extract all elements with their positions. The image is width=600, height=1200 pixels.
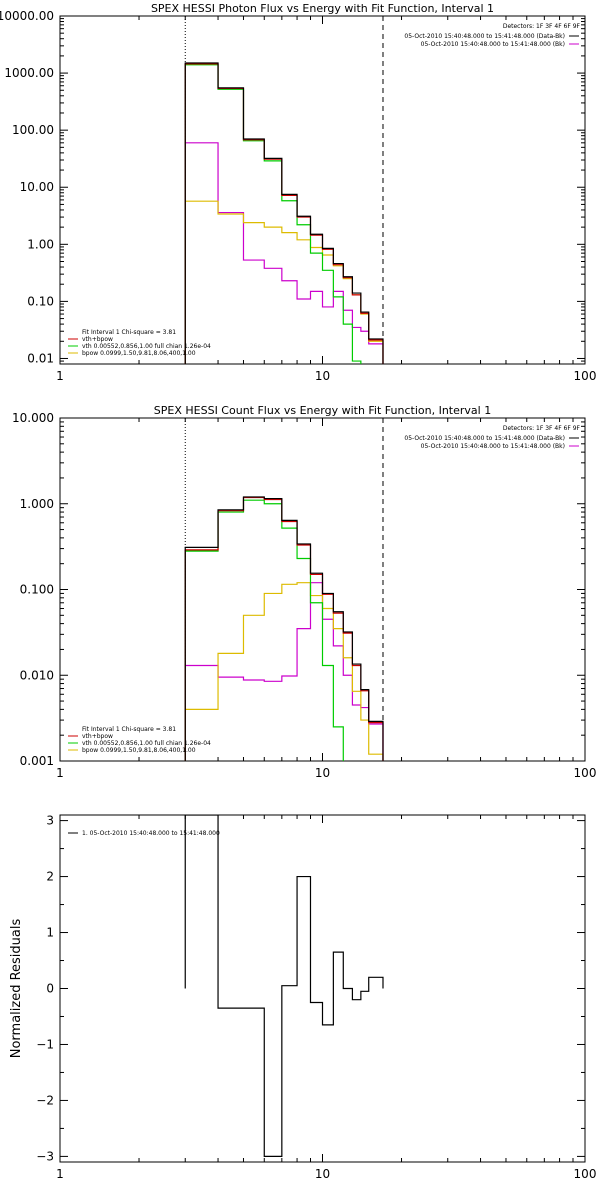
series-bk-histogram: [184, 582, 384, 761]
series-bpow-histogram: [184, 582, 384, 761]
y-tick-label: 10.00: [20, 180, 54, 194]
x-tick-label: 10: [315, 766, 330, 780]
y-tick-label: 1.00: [27, 237, 54, 251]
y-tick-label: −1: [36, 1037, 54, 1051]
legend-time-row: 05-Oct-2010 15:40:48.000 to 15:41:48.000…: [404, 435, 565, 442]
y-tick-label: 3: [46, 814, 54, 828]
x-tick-label: 10: [315, 369, 330, 383]
x-tick-label: 1: [56, 766, 64, 780]
x-tick-label: 100: [574, 766, 597, 780]
series-data-histogram: [184, 62, 384, 364]
fit-legend-row: Fit Interval 1 Chi-square = 3.81: [82, 726, 176, 733]
x-tick-label: 1: [56, 369, 64, 383]
fit-legend-row: vth+bpow: [82, 733, 113, 740]
y-tick-label: 0.10: [27, 294, 54, 308]
chart-panel-1: SPEX HESSI Photon Flux vs Energy with Fi…: [0, 2, 596, 383]
fit-legend-row: vth 0.00552,0.856,1.00 full chian 1.26e-…: [82, 343, 211, 350]
series-data-histogram: [184, 815, 384, 1157]
y-tick-label: −2: [36, 1093, 54, 1107]
x-tick-label: 100: [574, 1167, 597, 1181]
legend-time-row: 05-Oct-2010 15:40:48.000 to 15:41:48.000…: [421, 41, 565, 48]
detectors-label: Detectors: 1F 3F 4F 6F 9F: [503, 23, 581, 30]
y-tick-label: 10.000: [12, 411, 54, 425]
series-vth-histogram: [184, 499, 344, 761]
series-bpow-histogram: [184, 200, 384, 364]
fit-legend-row: vth 0.00552,0.856,1.00 full chian 1.26e-…: [82, 740, 211, 747]
series-vth-histogram: [184, 64, 362, 364]
y-tick-label: 10000.00: [0, 9, 54, 23]
series-data-histogram: [184, 496, 384, 761]
chart-panel-2: SPEX HESSI Count Flux vs Energy with Fit…: [12, 404, 597, 780]
y-tick-label: 100.00: [12, 123, 54, 137]
chart-title: SPEX HESSI Count Flux vs Energy with Fit…: [154, 404, 491, 417]
y-tick-label: 0.010: [20, 668, 54, 682]
y-tick-label: 1000.00: [4, 66, 54, 80]
y-tick-label: 0.001: [20, 754, 54, 768]
legend-time-row: 05-Oct-2010 15:40:48.000 to 15:41:48.000…: [404, 33, 565, 40]
y-tick-label: −3: [36, 1149, 54, 1163]
fit-legend-row: bpow 0.0999,1.50,9.81,8.06,400,1.00: [82, 350, 196, 357]
chart-title: SPEX HESSI Photon Flux vs Energy with Fi…: [151, 2, 494, 15]
y-tick-label: 0: [46, 982, 54, 996]
detectors-label: Detectors: 1F 3F 4F 6F 9F: [503, 425, 581, 432]
fit-legend-row: bpow 0.0999,1.50,9.81,8.06,400,1.00: [82, 747, 196, 754]
y-tick-label: 0.01: [27, 351, 54, 365]
plot-frame: [59, 15, 586, 365]
series-fit_sum-histogram: [184, 496, 384, 761]
y-tick-label: 1.000: [20, 497, 54, 511]
x-tick-label: 1: [56, 1167, 64, 1181]
plot-frame: [59, 814, 586, 1163]
residual-legend-row: 1. 05-Oct-2010 15:40:48.000 to 15:41:48.…: [82, 830, 220, 837]
y-tick-label: 1: [46, 926, 54, 940]
x-tick-label: 100: [574, 369, 597, 383]
fit-legend-row: Fit Interval 1 Chi-square = 3.81: [82, 329, 176, 336]
y-axis-label: Normalized Residuals: [9, 919, 24, 1059]
y-tick-label: 2: [46, 870, 54, 884]
y-tick-label: 0.100: [20, 583, 54, 597]
series-bk-histogram: [184, 142, 384, 364]
x-tick-label: 10: [315, 1167, 330, 1181]
fit-legend-row: vth+bpow: [82, 336, 113, 343]
legend-time-row: 05-Oct-2010 15:40:48.000 to 15:41:48.000…: [421, 443, 565, 450]
